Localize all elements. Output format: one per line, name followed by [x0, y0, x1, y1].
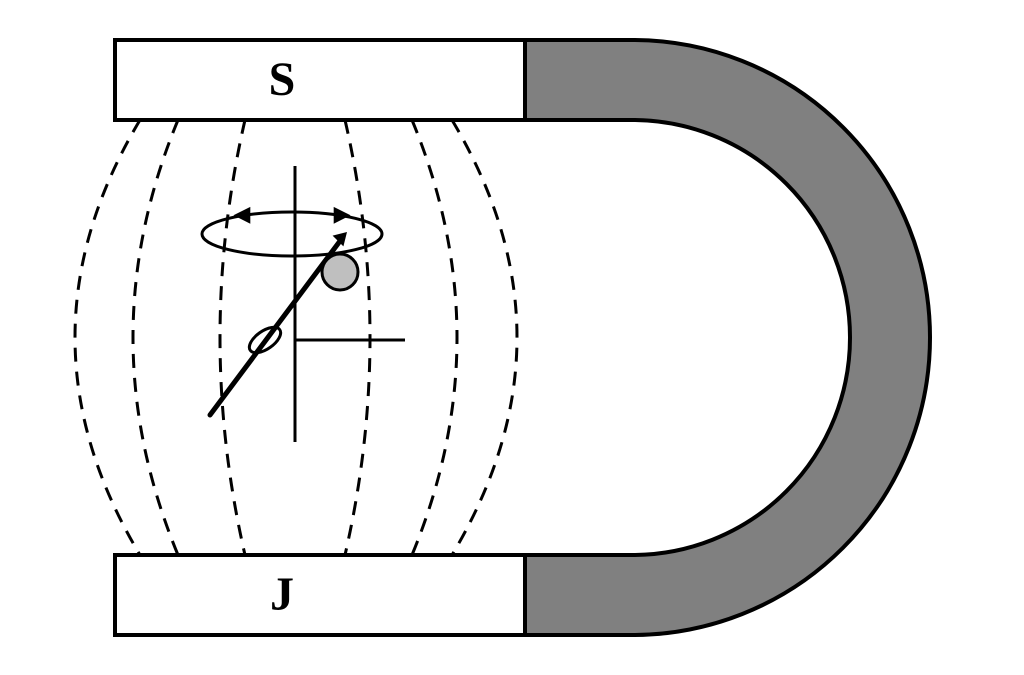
- precession-figure: [202, 166, 405, 442]
- field-line-5: [452, 120, 517, 555]
- magnet-pole-top: [115, 40, 525, 120]
- field-line-0: [75, 120, 140, 555]
- horseshoe-magnet: SJ: [115, 40, 930, 635]
- precession-rotation-ellipse: [202, 212, 382, 256]
- field-line-4: [412, 120, 457, 555]
- magnet-body: [525, 40, 930, 635]
- spin-ball: [322, 254, 358, 290]
- pole-label-top: S: [269, 53, 296, 106]
- diagram-stage: SJ: [0, 0, 1024, 675]
- pole-label-bottom: J: [270, 568, 294, 621]
- magnet-diagram-svg: SJ: [0, 0, 1024, 675]
- field-line-3: [345, 120, 370, 555]
- field-line-2: [220, 120, 245, 555]
- arrowhead: [334, 207, 351, 224]
- arrowhead: [234, 207, 251, 224]
- field-line-1: [133, 120, 178, 555]
- magnet-pole-bottom: [115, 555, 525, 635]
